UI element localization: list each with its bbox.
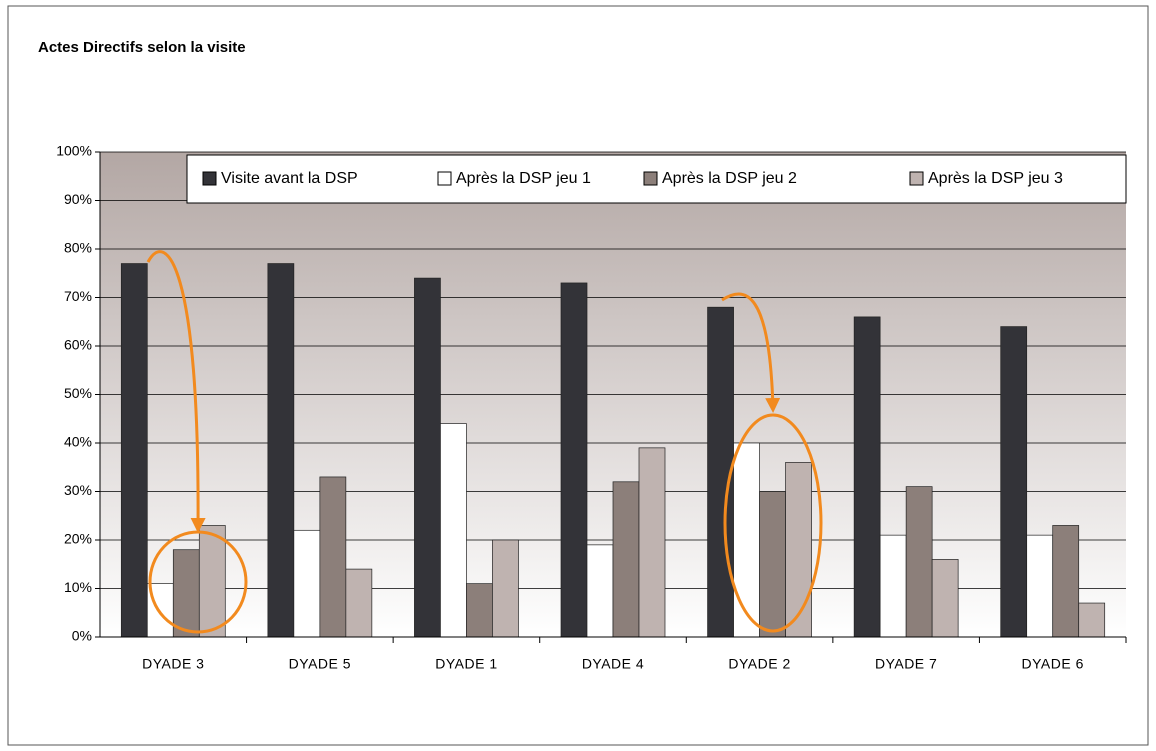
bar [879,534,907,638]
annotation-ellipse [723,413,823,633]
y-tick-label: 80% [64,240,92,256]
y-tick-label: 0% [72,628,92,644]
annotation-arrow [721,292,781,413]
legend-swatch [202,171,217,186]
bar [733,442,760,638]
legend-swatch [643,171,658,186]
bar [612,481,640,638]
legend-swatch [909,171,924,186]
bar [638,447,666,638]
annotation-arrow [146,250,206,533]
legend-label: Après la DSP jeu 2 [662,170,797,187]
legend-label: Après la DSP jeu 1 [456,170,591,187]
bar [1000,326,1028,638]
bar [345,568,373,638]
bar [198,525,226,638]
bar [440,423,467,638]
x-tick-label: DYADE 4 [582,656,644,672]
y-tick-label: 30% [64,482,92,498]
bar [414,277,441,638]
x-tick-label: DYADE 3 [142,656,204,672]
bar [1078,602,1106,638]
y-tick-label: 90% [64,191,92,207]
y-tick-label: 50% [64,385,92,401]
y-tick-label: 20% [64,531,92,547]
bar [120,263,148,638]
bar [586,544,614,638]
bar [853,316,881,638]
legend-swatch [437,171,452,186]
bar [759,491,786,638]
y-tick-label: 10% [64,579,92,595]
chart-title: Actes Directifs selon la visite [38,39,246,56]
bar [1052,525,1080,638]
bar [1026,534,1054,638]
bar [560,282,588,638]
bar [319,476,347,638]
bar [931,559,959,638]
bar [172,549,200,638]
x-tick-label: DYADE 6 [1022,656,1084,672]
legend-label: Visite avant la DSP [221,170,358,187]
bar [785,462,812,638]
x-tick-label: DYADE 1 [435,656,497,672]
y-tick-label: 40% [64,434,92,450]
x-tick-label: DYADE 5 [289,656,351,672]
y-tick-label: 60% [64,337,92,353]
bar [267,263,295,638]
bar [466,583,493,638]
y-tick-label: 70% [64,288,92,304]
bar [293,529,321,638]
legend-label: Après la DSP jeu 3 [928,170,1063,187]
x-tick-label: DYADE 7 [875,656,937,672]
bar [492,539,519,638]
y-tick-label: 100% [56,143,92,159]
bar [905,486,933,638]
x-tick-label: DYADE 2 [728,656,790,672]
